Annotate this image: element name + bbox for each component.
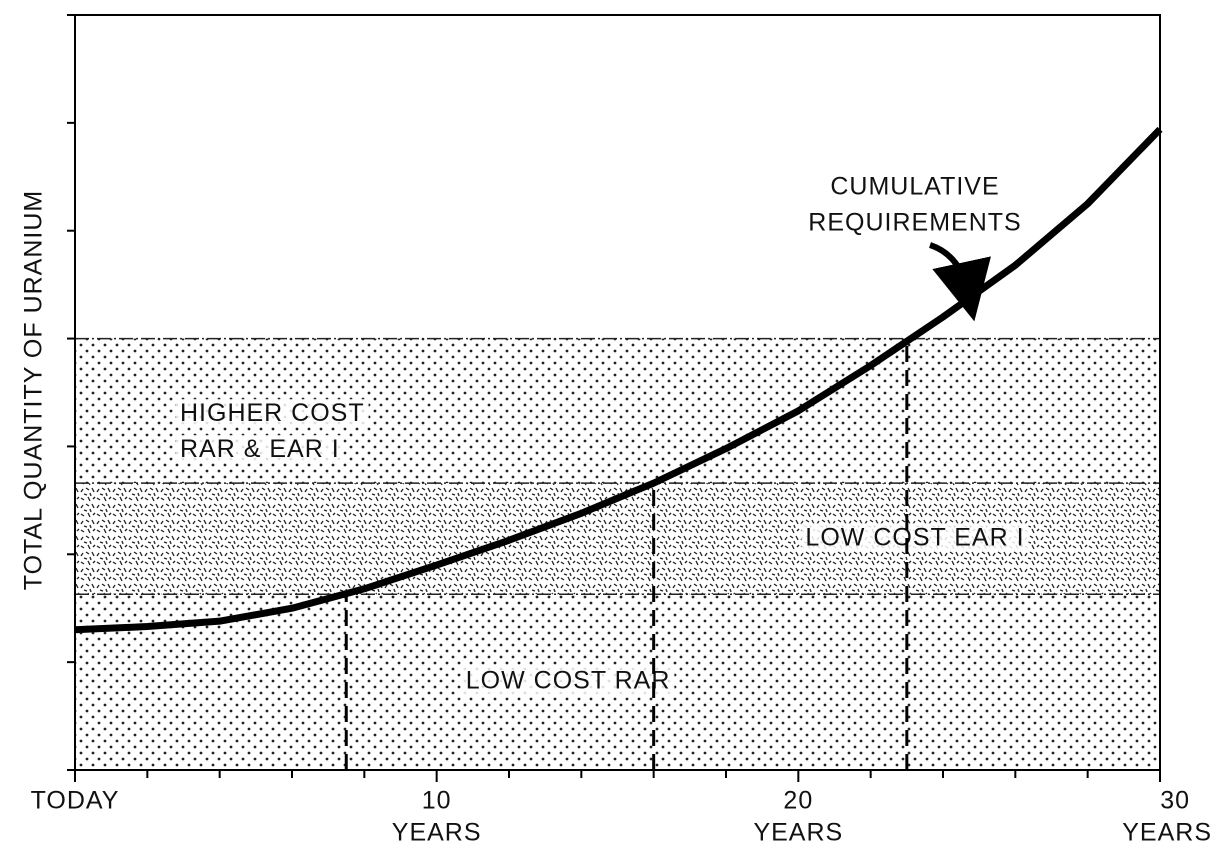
- band-label: LOW COST EAR I: [805, 523, 1024, 551]
- x-tick-label: YEARS: [392, 819, 482, 847]
- band-label: LOW COST RAR: [466, 667, 671, 695]
- x-tick-label: YEARS: [1122, 819, 1212, 847]
- line-annotation: CUMULATIVE: [830, 173, 999, 201]
- x-tick-label: 10: [422, 787, 452, 815]
- band-label-bg: [176, 435, 344, 464]
- requirements-line: [74, 126, 1163, 634]
- band-label-bg: [176, 399, 369, 428]
- annotation-arrow: [928, 242, 991, 322]
- line-annotation: REQUIREMENTS: [808, 209, 1021, 237]
- band-label: HIGHER COST: [180, 399, 365, 427]
- band-label-bg: [801, 523, 1029, 552]
- x-tick-label: 20: [783, 787, 813, 815]
- x-tick-label: TODAY: [31, 787, 120, 815]
- x-tick-label: 30: [1160, 787, 1190, 815]
- plot-frame: [74, 14, 1161, 771]
- band-label-bg: [461, 666, 675, 695]
- x-tick-label: YEARS: [753, 819, 843, 847]
- band-label: RAR & EAR I: [180, 435, 340, 463]
- y-axis-label: TOTAL QUANTITY OF URANIUM: [20, 190, 48, 591]
